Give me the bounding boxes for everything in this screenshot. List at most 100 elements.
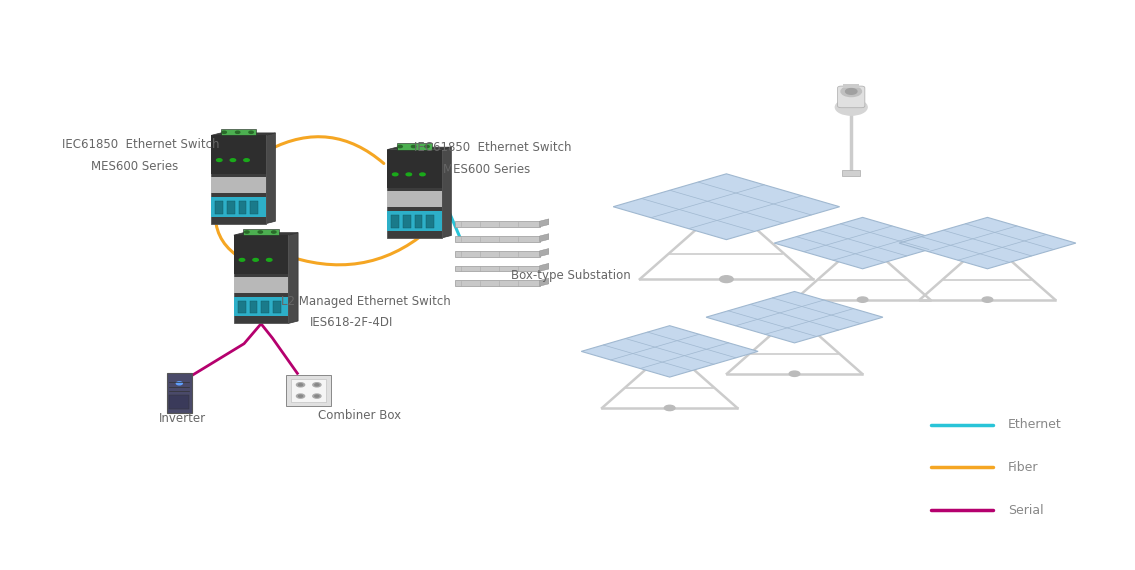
Text: MES600 Series: MES600 Series bbox=[443, 162, 530, 176]
FancyBboxPatch shape bbox=[211, 197, 266, 217]
Circle shape bbox=[789, 371, 800, 376]
FancyBboxPatch shape bbox=[234, 276, 288, 292]
FancyBboxPatch shape bbox=[234, 235, 288, 324]
Circle shape bbox=[249, 131, 253, 133]
Circle shape bbox=[424, 145, 429, 148]
Circle shape bbox=[239, 259, 245, 261]
Circle shape bbox=[720, 276, 733, 283]
Polygon shape bbox=[706, 291, 883, 343]
Text: L2 Managed Ethernet Switch: L2 Managed Ethernet Switch bbox=[281, 295, 452, 308]
FancyBboxPatch shape bbox=[414, 215, 422, 228]
Circle shape bbox=[393, 173, 398, 176]
Circle shape bbox=[411, 145, 415, 148]
FancyBboxPatch shape bbox=[842, 170, 860, 176]
Polygon shape bbox=[540, 249, 549, 256]
Circle shape bbox=[217, 158, 222, 161]
FancyBboxPatch shape bbox=[234, 297, 288, 316]
Circle shape bbox=[314, 384, 319, 386]
Polygon shape bbox=[774, 217, 951, 269]
Circle shape bbox=[420, 173, 426, 176]
Text: Fiber: Fiber bbox=[1008, 461, 1039, 474]
FancyBboxPatch shape bbox=[455, 251, 540, 256]
FancyBboxPatch shape bbox=[211, 177, 266, 193]
Polygon shape bbox=[211, 133, 276, 135]
FancyBboxPatch shape bbox=[387, 211, 442, 231]
Circle shape bbox=[271, 231, 276, 233]
Circle shape bbox=[253, 259, 259, 261]
Circle shape bbox=[846, 88, 857, 94]
Text: Combiner Box: Combiner Box bbox=[318, 409, 401, 422]
FancyBboxPatch shape bbox=[426, 215, 434, 228]
Polygon shape bbox=[442, 147, 452, 238]
Polygon shape bbox=[387, 147, 452, 149]
FancyBboxPatch shape bbox=[211, 135, 266, 223]
Circle shape bbox=[222, 131, 226, 133]
Text: IES618-2F-4DI: IES618-2F-4DI bbox=[310, 316, 393, 329]
Circle shape bbox=[314, 395, 319, 397]
Text: Serial: Serial bbox=[1008, 504, 1043, 516]
Polygon shape bbox=[899, 217, 1076, 269]
FancyBboxPatch shape bbox=[455, 221, 540, 227]
FancyBboxPatch shape bbox=[227, 201, 235, 214]
FancyBboxPatch shape bbox=[167, 373, 192, 413]
FancyBboxPatch shape bbox=[169, 396, 190, 409]
FancyBboxPatch shape bbox=[234, 235, 288, 274]
Polygon shape bbox=[234, 233, 299, 235]
Text: Ethernet: Ethernet bbox=[1008, 418, 1061, 431]
Text: Inverter: Inverter bbox=[159, 412, 207, 425]
FancyBboxPatch shape bbox=[261, 301, 269, 314]
FancyBboxPatch shape bbox=[843, 84, 859, 88]
Circle shape bbox=[245, 231, 249, 233]
FancyBboxPatch shape bbox=[403, 215, 411, 228]
FancyBboxPatch shape bbox=[238, 201, 246, 214]
Circle shape bbox=[835, 99, 867, 115]
FancyBboxPatch shape bbox=[292, 378, 326, 402]
Polygon shape bbox=[540, 263, 549, 271]
Circle shape bbox=[664, 405, 675, 410]
Circle shape bbox=[406, 173, 412, 176]
Text: IEC61850  Ethernet Switch: IEC61850 Ethernet Switch bbox=[62, 138, 220, 151]
Circle shape bbox=[235, 131, 239, 133]
Text: MES600 Series: MES600 Series bbox=[91, 160, 178, 173]
FancyBboxPatch shape bbox=[250, 201, 258, 214]
Circle shape bbox=[299, 384, 303, 386]
FancyBboxPatch shape bbox=[396, 144, 432, 149]
Circle shape bbox=[176, 382, 183, 385]
FancyBboxPatch shape bbox=[387, 191, 442, 207]
Text: IEC61850  Ethernet Switch: IEC61850 Ethernet Switch bbox=[414, 141, 572, 154]
Polygon shape bbox=[266, 133, 276, 223]
Polygon shape bbox=[540, 278, 549, 286]
FancyBboxPatch shape bbox=[220, 129, 257, 135]
FancyBboxPatch shape bbox=[286, 375, 331, 406]
Polygon shape bbox=[581, 325, 758, 377]
Polygon shape bbox=[540, 219, 549, 227]
FancyBboxPatch shape bbox=[243, 229, 279, 235]
FancyBboxPatch shape bbox=[216, 201, 224, 214]
Circle shape bbox=[296, 383, 304, 387]
Circle shape bbox=[841, 86, 861, 96]
Polygon shape bbox=[288, 233, 299, 324]
FancyBboxPatch shape bbox=[455, 266, 540, 271]
Circle shape bbox=[230, 158, 236, 161]
Circle shape bbox=[857, 297, 868, 302]
FancyBboxPatch shape bbox=[211, 135, 266, 174]
FancyBboxPatch shape bbox=[392, 215, 400, 228]
Polygon shape bbox=[613, 174, 840, 239]
Circle shape bbox=[267, 259, 272, 261]
Circle shape bbox=[244, 158, 250, 161]
FancyBboxPatch shape bbox=[250, 301, 258, 314]
Circle shape bbox=[398, 145, 402, 148]
FancyBboxPatch shape bbox=[387, 149, 442, 238]
Circle shape bbox=[296, 394, 304, 398]
Circle shape bbox=[313, 394, 321, 398]
FancyBboxPatch shape bbox=[455, 280, 540, 286]
Circle shape bbox=[313, 383, 321, 387]
Circle shape bbox=[258, 231, 262, 233]
FancyBboxPatch shape bbox=[272, 301, 280, 314]
Circle shape bbox=[982, 297, 993, 302]
Circle shape bbox=[299, 395, 303, 397]
FancyBboxPatch shape bbox=[238, 301, 246, 314]
FancyBboxPatch shape bbox=[838, 86, 865, 108]
FancyBboxPatch shape bbox=[387, 149, 442, 189]
FancyBboxPatch shape bbox=[455, 236, 540, 242]
